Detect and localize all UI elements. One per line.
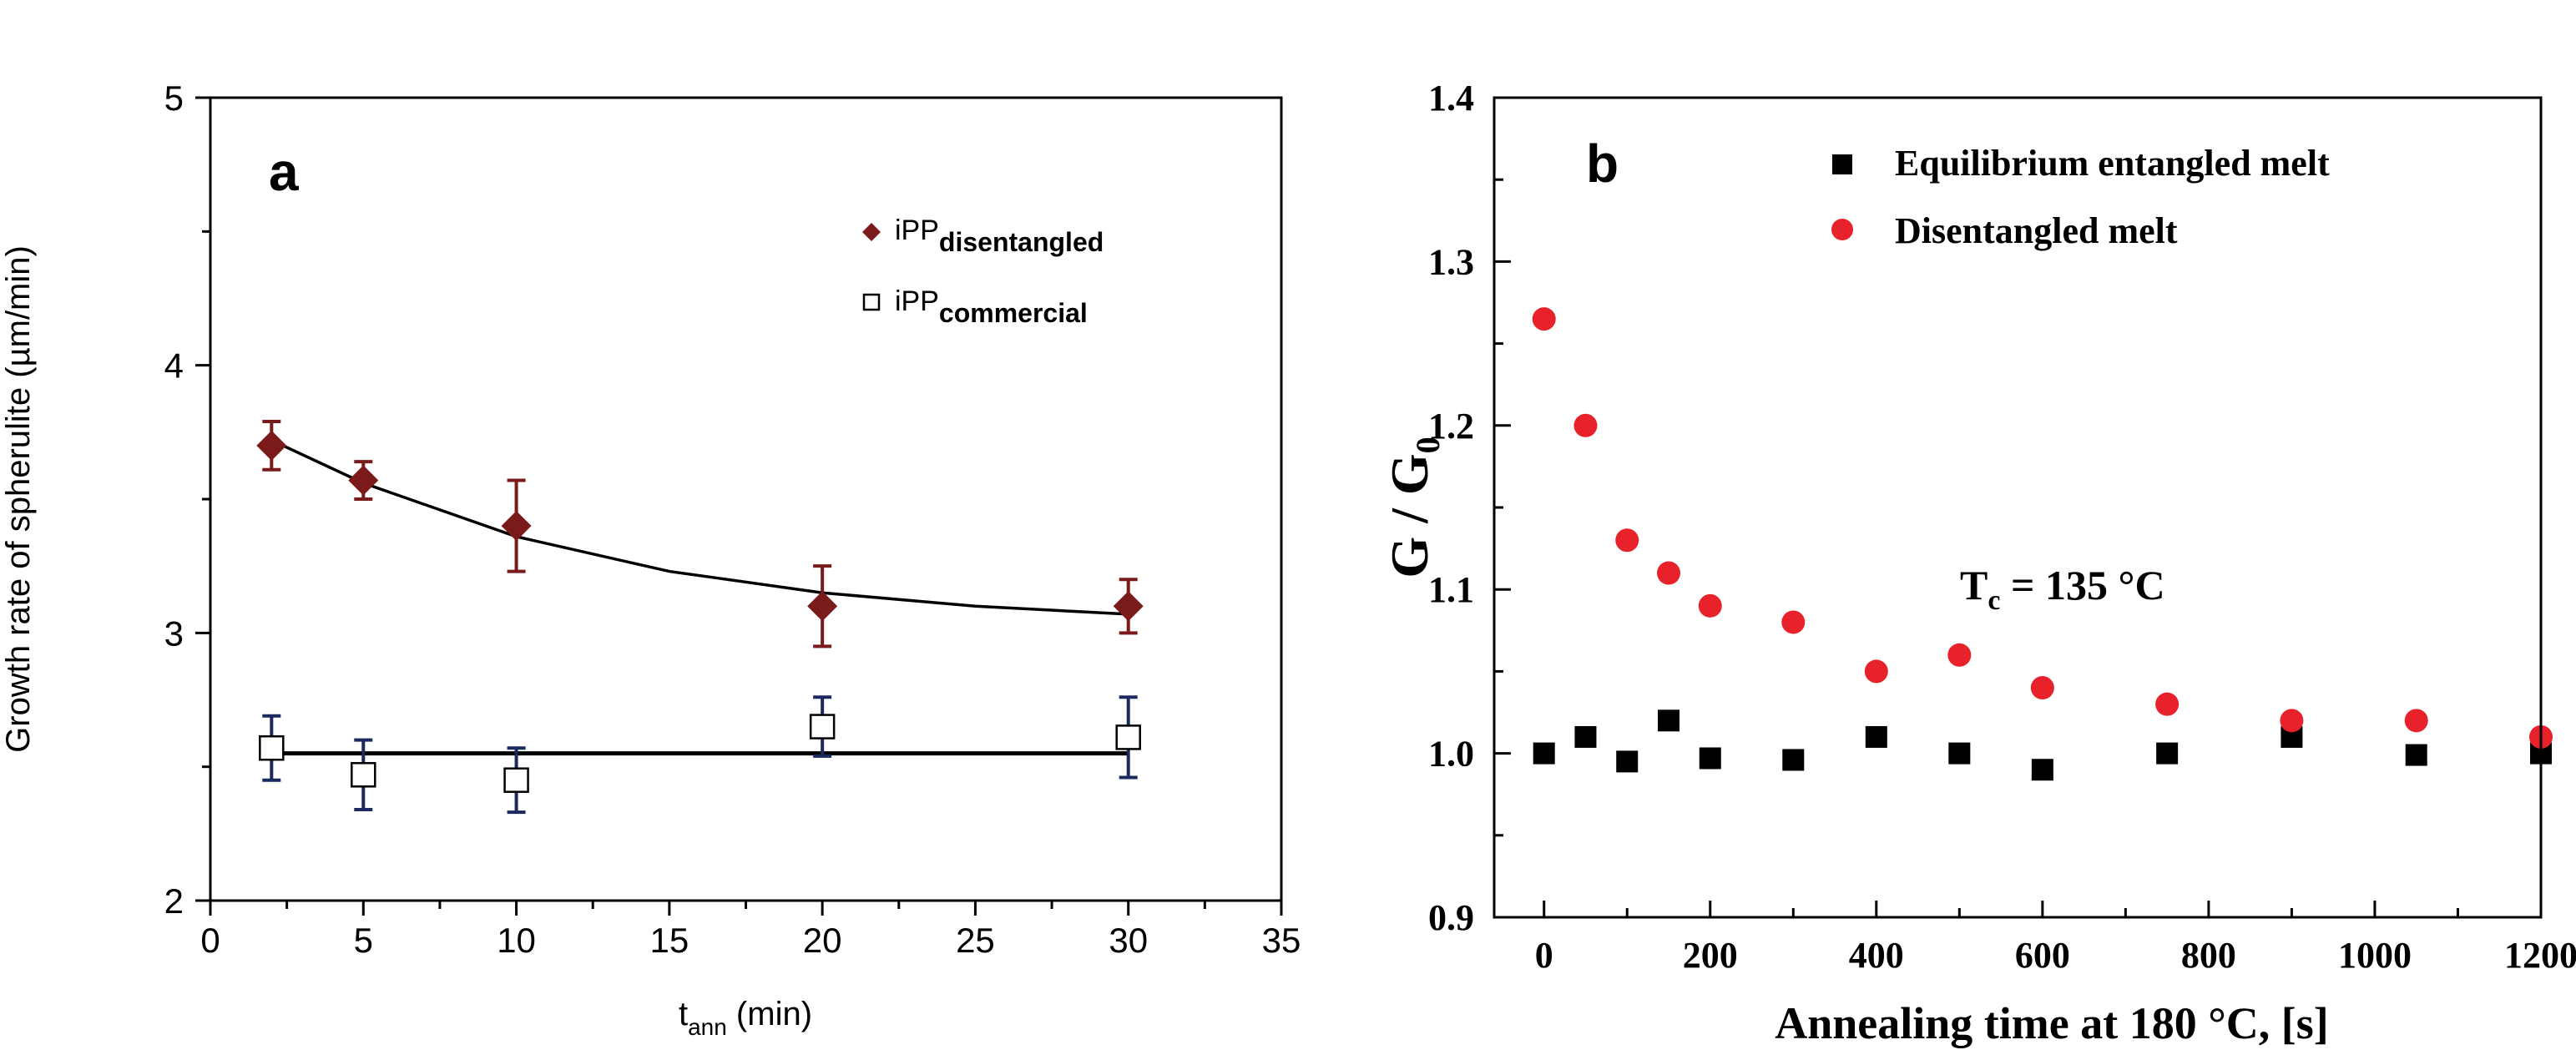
panel-a-frame — [209, 96, 1283, 902]
y-tick-label-b: 1.3 — [1428, 241, 1474, 282]
data-point-disentangled — [807, 591, 838, 622]
y-tick-label-b: 1.1 — [1428, 569, 1474, 610]
data-point-disentangled — [348, 465, 379, 496]
data-point-commercial — [809, 714, 836, 739]
x-tick-label-a: 0 — [200, 921, 220, 960]
legend-marker-disentangled-melt — [1831, 219, 1853, 240]
data-point-equilibrium — [2031, 759, 2053, 781]
y-tick-label-b: 1.2 — [1428, 406, 1474, 447]
data-point-disentangled-melt — [1947, 643, 1972, 667]
y-tick-label-b: 1.4 — [1428, 78, 1474, 119]
panel-a-label: a — [269, 142, 299, 202]
legend-label-disentangled: iPPdisentangled — [895, 215, 1104, 257]
x-tick-label-a: 30 — [1109, 921, 1148, 960]
data-point-equilibrium — [1574, 725, 1597, 748]
data-point-commercial — [503, 767, 529, 793]
panel-b-annotation: Tc = 135 °C — [1960, 562, 2165, 616]
x-tick-label-b: 800 — [2181, 935, 2236, 976]
panel-a-legend: iPPdisentangled iPPcommercial — [862, 215, 1104, 328]
data-point-disentangled-melt — [1698, 593, 1722, 618]
panel-a-xlabel: tann (min) — [679, 996, 812, 1040]
data-point-disentangled-melt — [2030, 676, 2054, 700]
legend-marker-commercial — [862, 293, 881, 311]
data-point-commercial — [1115, 724, 1141, 750]
data-point-equilibrium — [1948, 742, 1971, 765]
y-tick-label-a: 2 — [164, 881, 184, 921]
data-point-disentangled-melt — [1573, 413, 1598, 437]
panel-b: 0 200 400 600 800 1000 12000.91.01.11.21.31.4 … — [1380, 78, 2576, 1048]
data-point-disentangled — [1113, 591, 1144, 622]
x-tick-label-b: 400 — [1849, 935, 1904, 976]
y-tick-label-a: 3 — [164, 613, 184, 653]
x-tick-label-a: 35 — [1262, 921, 1301, 960]
data-point-equilibrium — [1782, 749, 1805, 771]
data-point-disentangled-melt — [1532, 307, 1556, 331]
x-tick-label-a: 25 — [956, 921, 995, 960]
data-point-disentangled — [501, 511, 532, 542]
x-tick-label-b: 0 — [1535, 935, 1553, 976]
legend-label-equilibrium: Equilibrium entangled melt — [1895, 143, 2330, 184]
data-point-disentangled — [256, 430, 287, 461]
x-tick-label-a: 5 — [354, 921, 373, 960]
data-point-equilibrium — [2405, 744, 2427, 766]
x-tick-label-b: 600 — [2015, 935, 2070, 976]
data-point-disentangled-melt — [1781, 610, 1806, 634]
data-point-equilibrium — [1865, 725, 1887, 748]
data-point-disentangled-melt — [1615, 528, 1639, 553]
data-point-equilibrium — [1658, 709, 1679, 732]
data-point-equilibrium — [1616, 750, 1639, 773]
panel-a-ylabel: Growth rate of spherulite (µm/min) — [0, 245, 37, 753]
data-point-equilibrium — [2156, 742, 2179, 765]
data-point-disentangled-melt — [1657, 561, 1680, 585]
data-point-disentangled-melt — [1864, 659, 1888, 684]
data-point-equilibrium — [1699, 747, 1721, 770]
data-point-commercial — [351, 762, 376, 788]
y-tick-label-b: 1.0 — [1428, 734, 1474, 775]
panel-b-ylabel: G / G0 — [1380, 437, 1447, 578]
y-tick-label-b: 0.9 — [1428, 897, 1474, 938]
x-tick-label-a: 15 — [649, 921, 689, 960]
panel-b-frame — [1493, 96, 2543, 919]
data-point-equilibrium — [1533, 742, 1555, 765]
x-tick-label-a: 20 — [803, 921, 842, 960]
legend-label-commercial: iPPcommercial — [895, 285, 1088, 328]
legend-marker-disentangled — [862, 223, 881, 241]
panel-b-legend: Equilibrium entangled melt Disentangled … — [1831, 143, 2330, 251]
legend-label-disentangled-melt: Disentangled melt — [1895, 210, 2178, 251]
panel-b-label: b — [1586, 134, 1619, 194]
data-point-disentangled-melt — [2155, 692, 2179, 716]
y-tick-label-a: 4 — [164, 346, 184, 386]
panel-a: 0 5 10 15 20 25 30 35 2 3 4 5 a Growth rate of sphe… — [0, 78, 1301, 1040]
data-point-disentangled-melt — [2404, 709, 2428, 733]
x-tick-label-b: 1000 — [2338, 935, 2412, 976]
fit-curve-disentangled — [270, 438, 1129, 616]
panel-b-xlabel: Annealing time at 180 °C, [s] — [1775, 998, 2329, 1048]
x-tick-label-b: 1200 — [2504, 935, 2576, 976]
y-tick-label-a: 5 — [164, 78, 184, 118]
legend-marker-equilibrium — [1832, 154, 1852, 174]
x-tick-label-b: 200 — [1683, 935, 1738, 976]
data-point-commercial — [259, 734, 285, 761]
x-tick-label-a: 10 — [497, 921, 536, 960]
data-point-disentangled-melt — [2280, 709, 2304, 733]
